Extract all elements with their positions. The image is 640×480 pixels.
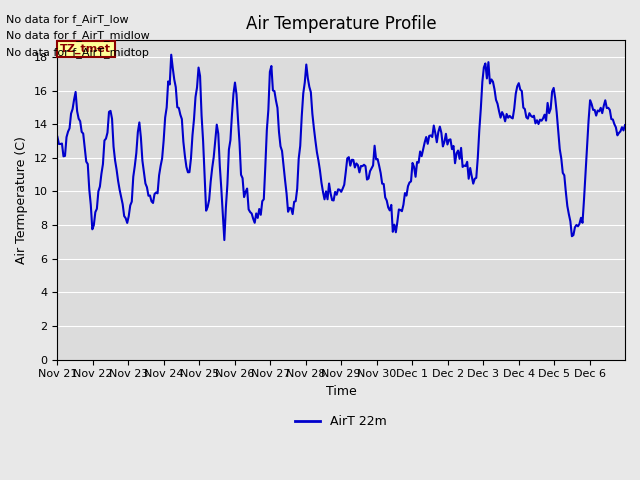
Text: No data for f_AirT_low: No data for f_AirT_low [6, 13, 129, 24]
Text: TZ_tmet: TZ_tmet [60, 44, 111, 54]
Title: Air Temperature Profile: Air Temperature Profile [246, 15, 436, 33]
Y-axis label: Air Termperature (C): Air Termperature (C) [15, 136, 28, 264]
Text: No data for f_AirT_midtop: No data for f_AirT_midtop [6, 47, 149, 58]
Legend: AirT 22m: AirT 22m [291, 410, 392, 433]
X-axis label: Time: Time [326, 385, 356, 398]
Text: No data for f_AirT_midlow: No data for f_AirT_midlow [6, 30, 150, 41]
